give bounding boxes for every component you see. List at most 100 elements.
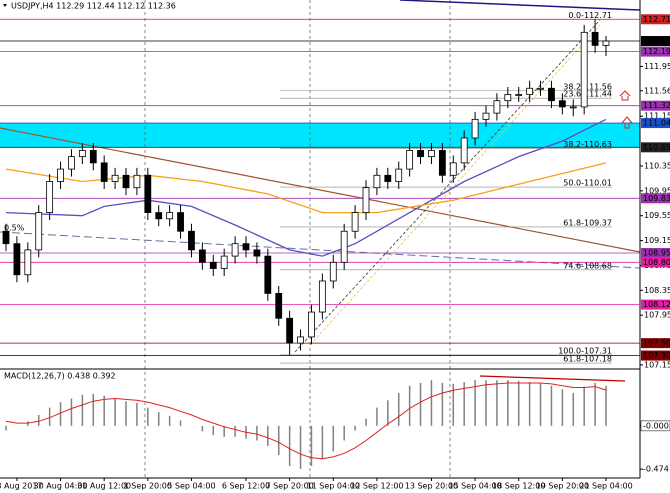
candle-body <box>57 168 64 182</box>
x-tick-label: 5 Sep 04:00 <box>167 482 215 491</box>
candle-body <box>122 174 130 189</box>
level-box <box>641 299 670 310</box>
trend-line <box>0 127 641 253</box>
candle-body <box>351 212 359 232</box>
candle-body <box>569 106 577 109</box>
y-tick-label: 109.15 <box>644 236 670 245</box>
candle-body <box>78 150 86 158</box>
candle-body <box>580 31 588 108</box>
y-tick-label: 109.95 <box>644 186 670 195</box>
candle-body <box>220 255 228 269</box>
x-tick-label: 31 Aug 12:00 <box>77 482 131 491</box>
level-label: 109.83 <box>643 194 670 203</box>
level-box <box>641 100 670 111</box>
x-tick-label: 28 Aug 2017 <box>0 482 43 491</box>
x-tick-label: 18 Sep 12:00 <box>492 482 545 491</box>
y-tick-label: 111.15 <box>644 112 670 121</box>
candle-body <box>591 31 599 46</box>
arrow-icon <box>620 116 634 129</box>
level-label: 107.50 <box>643 339 670 348</box>
level-label: 107.30 <box>643 351 670 360</box>
level-box <box>641 46 670 57</box>
level-label: 112.19 <box>643 47 670 56</box>
level-label: 111.32 <box>643 101 670 110</box>
candle-body <box>24 249 32 276</box>
candle-body <box>537 87 544 90</box>
candle-body <box>504 94 512 102</box>
support-zone <box>0 123 640 148</box>
level-box <box>641 350 670 361</box>
candle-body <box>68 156 75 170</box>
level-box <box>641 14 670 25</box>
y-tick-label: 110.35 <box>644 161 670 170</box>
x-tick-label: 13 Sep 20:00 <box>405 482 458 491</box>
y-tick-label: 107.15 <box>644 360 670 369</box>
candle-body <box>198 249 206 263</box>
candle-body <box>133 174 141 189</box>
x-tick-label: 30 Aug 04:00 <box>34 482 88 491</box>
candle-body <box>340 230 348 263</box>
level-box <box>641 248 670 258</box>
channel-line <box>294 19 601 353</box>
candle-body <box>188 230 195 251</box>
candle-body <box>406 150 414 170</box>
x-tick-label: 15 Sep 04:00 <box>448 482 501 491</box>
candle-body <box>548 87 555 102</box>
y-tick-label: 108.35 <box>644 286 670 295</box>
moving-average <box>5 118 607 257</box>
level-box <box>641 193 670 204</box>
macd-label: MACD(12,26,7) 0.438 0.392 <box>4 372 116 381</box>
fib-label: 38.2-110.63 <box>563 140 612 149</box>
candle-body <box>177 212 184 232</box>
level-label: 108.12 <box>643 300 670 309</box>
candle-body <box>209 261 217 269</box>
candle-body <box>308 311 315 338</box>
candle-body <box>100 162 108 182</box>
x-tick-label: 1 Sep 20:00 <box>124 482 172 491</box>
candle-body <box>35 212 43 251</box>
fib-label: 23.6-111.44 <box>563 90 612 99</box>
level-label: 108.80 <box>643 258 670 267</box>
level-box <box>641 142 670 153</box>
x-tick-label: 6 Sep 12:00 <box>222 482 270 491</box>
candle-body <box>253 249 261 257</box>
candle-body <box>144 174 152 213</box>
candle-body <box>362 187 370 213</box>
channel-line <box>309 24 601 346</box>
level-label: 110.65 <box>643 143 670 152</box>
candle-body <box>417 150 424 158</box>
level-box <box>641 118 670 129</box>
candle-body <box>558 100 566 108</box>
candle-body <box>602 40 610 46</box>
candle-body <box>264 255 272 294</box>
candle-body <box>471 118 479 139</box>
level-label: 108.95 <box>643 249 670 258</box>
zone-layer <box>0 123 640 148</box>
candle-body <box>449 162 457 176</box>
macd-signal <box>5 382 607 460</box>
fib-label: 0.0-112.71 <box>568 11 612 20</box>
candle-body <box>493 100 501 114</box>
x-tick-label: 21 Sep 04:00 <box>579 482 632 491</box>
fib-label: 38.2-111.56 <box>563 82 612 91</box>
candle-body <box>318 280 326 313</box>
fib-label: 61.8-109.37 <box>563 218 612 227</box>
level-label: 112.36 <box>643 37 670 46</box>
candle-body <box>286 317 294 344</box>
fib-label: 61.8-107.18 <box>563 355 612 364</box>
trend-line <box>399 0 641 11</box>
candle-body <box>329 261 337 282</box>
candle-body <box>231 243 239 257</box>
x-tick-label: 19 Sep 20:00 <box>536 482 589 491</box>
annotation: 0.5% <box>4 224 25 233</box>
macd-tick-label: -0.000 <box>643 421 669 430</box>
candle-body <box>373 174 381 189</box>
macd-tick-label: -0.474 <box>643 465 669 474</box>
x-tick-label: 7 Sep 20:00 <box>265 482 313 491</box>
fib-label: 50.0-110.01 <box>563 179 612 188</box>
y-tick-label: 111.56 <box>644 86 670 95</box>
candle-body <box>482 112 490 120</box>
candle-body <box>111 174 119 182</box>
candle-body <box>155 212 163 220</box>
